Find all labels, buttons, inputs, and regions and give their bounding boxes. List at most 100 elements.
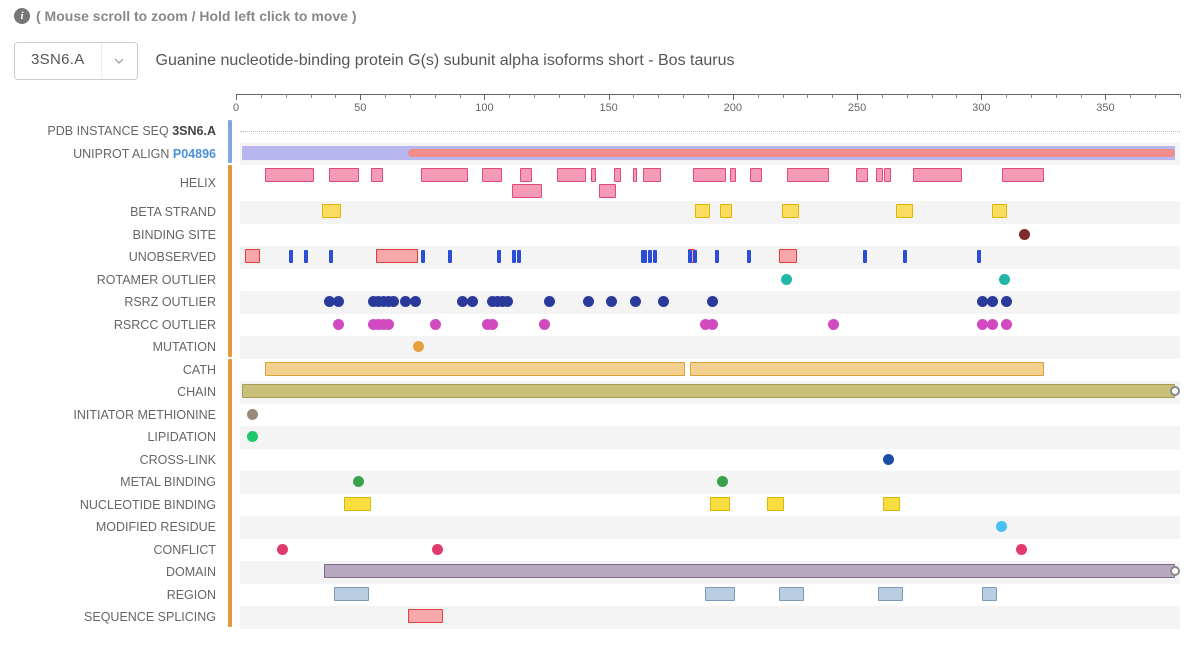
drag-handle[interactable] <box>1170 386 1180 396</box>
feature-bar[interactable] <box>643 250 647 263</box>
feature-dot[interactable] <box>707 319 718 330</box>
feature-dot[interactable] <box>1001 319 1012 330</box>
track[interactable] <box>240 201 1180 224</box>
feature-box[interactable] <box>245 249 260 263</box>
feature-dot[interactable] <box>987 296 998 307</box>
feature-box[interactable] <box>512 184 542 198</box>
feature-dot[interactable] <box>781 274 792 285</box>
feature-box[interactable] <box>782 204 799 218</box>
feature-dot[interactable] <box>658 296 669 307</box>
feature-dot[interactable] <box>977 296 988 307</box>
feature-bar[interactable] <box>512 250 516 263</box>
feature-dot[interactable] <box>247 431 258 442</box>
feature-dot[interactable] <box>883 454 894 465</box>
feature-box[interactable] <box>633 168 637 182</box>
feature-dot[interactable] <box>1016 544 1027 555</box>
feature-dot[interactable] <box>388 296 399 307</box>
feature-box[interactable] <box>730 168 736 182</box>
feature-box[interactable] <box>779 249 796 263</box>
feature-box[interactable] <box>557 168 587 182</box>
feature-bar[interactable] <box>863 250 867 263</box>
feature-bar[interactable] <box>517 250 521 263</box>
track[interactable] <box>240 449 1180 472</box>
feature-box[interactable] <box>371 168 383 182</box>
track[interactable] <box>240 336 1180 359</box>
feature-box[interactable] <box>242 384 1175 398</box>
feature-dot[interactable] <box>999 274 1010 285</box>
feature-dot[interactable] <box>996 521 1007 532</box>
feature-box[interactable] <box>705 587 735 601</box>
tracks-area[interactable] <box>228 120 1188 629</box>
feature-bar[interactable] <box>289 250 293 263</box>
feature-box[interactable] <box>482 168 502 182</box>
feature-box[interactable] <box>787 168 829 182</box>
track[interactable] <box>240 471 1180 494</box>
track[interactable] <box>240 381 1180 404</box>
feature-dot[interactable] <box>413 341 424 352</box>
track[interactable] <box>240 494 1180 517</box>
feature-bar[interactable] <box>715 250 719 263</box>
feature-bar[interactable] <box>497 250 501 263</box>
feature-box[interactable] <box>896 204 913 218</box>
feature-bar[interactable] <box>693 250 697 263</box>
feature-box[interactable] <box>591 168 596 182</box>
feature-dot[interactable] <box>247 409 258 420</box>
feature-box[interactable] <box>599 184 616 198</box>
feature-bar[interactable] <box>747 250 751 263</box>
feature-box[interactable] <box>779 587 804 601</box>
feature-dot[interactable] <box>502 296 513 307</box>
feature-box[interactable] <box>856 168 868 182</box>
track[interactable] <box>240 606 1180 629</box>
feature-box[interactable] <box>322 204 342 218</box>
feature-box[interactable] <box>878 587 903 601</box>
feature-box[interactable] <box>614 168 621 182</box>
feature-bar[interactable] <box>688 250 692 263</box>
feature-dot[interactable] <box>333 319 344 330</box>
feature-bar[interactable] <box>977 250 981 263</box>
feature-dot[interactable] <box>430 319 441 330</box>
feature-box[interactable] <box>408 609 443 623</box>
track[interactable] <box>240 143 1180 166</box>
track[interactable] <box>240 539 1180 562</box>
feature-box[interactable] <box>324 564 1175 578</box>
feature-box[interactable] <box>265 362 686 376</box>
feature-dot[interactable] <box>717 476 728 487</box>
feature-viewer[interactable]: PDB INSTANCE SEQ 3SN6.AUNIPROT ALIGN P04… <box>8 94 1192 629</box>
feature-dot[interactable] <box>277 544 288 555</box>
feature-bar[interactable] <box>648 250 652 263</box>
feature-box[interactable] <box>695 204 710 218</box>
track[interactable] <box>240 291 1180 314</box>
feature-dot[interactable] <box>544 296 555 307</box>
feature-box[interactable] <box>767 497 784 511</box>
feature-dot[interactable] <box>353 476 364 487</box>
feature-box[interactable] <box>992 204 1007 218</box>
feature-box[interactable] <box>520 168 532 182</box>
feature-box[interactable] <box>690 362 1044 376</box>
feature-dot[interactable] <box>432 544 443 555</box>
feature-bar[interactable] <box>903 250 907 263</box>
feature-dot[interactable] <box>987 319 998 330</box>
feature-dot[interactable] <box>583 296 594 307</box>
feature-box[interactable] <box>693 168 726 182</box>
feature-box[interactable] <box>344 497 371 511</box>
chart-column[interactable]: 050100150200250300350 <box>224 94 1192 629</box>
feature-dot[interactable] <box>1019 229 1030 240</box>
feature-box[interactable] <box>750 168 762 182</box>
feature-box[interactable] <box>265 168 314 182</box>
feature-bar[interactable] <box>304 250 308 263</box>
feature-bar[interactable] <box>329 250 333 263</box>
feature-dot[interactable] <box>487 319 498 330</box>
feature-dot[interactable] <box>383 319 394 330</box>
feature-dot[interactable] <box>630 296 641 307</box>
track[interactable] <box>240 426 1180 449</box>
chain-selector[interactable]: 3SN6.A <box>14 42 138 80</box>
feature-bar[interactable] <box>421 250 425 263</box>
track[interactable] <box>240 224 1180 247</box>
feature-box[interactable] <box>876 168 883 182</box>
feature-dot[interactable] <box>977 319 988 330</box>
feature-bar[interactable] <box>653 250 657 263</box>
track[interactable] <box>240 404 1180 427</box>
feature-dot[interactable] <box>606 296 617 307</box>
feature-dot[interactable] <box>828 319 839 330</box>
feature-box[interactable] <box>913 168 962 182</box>
